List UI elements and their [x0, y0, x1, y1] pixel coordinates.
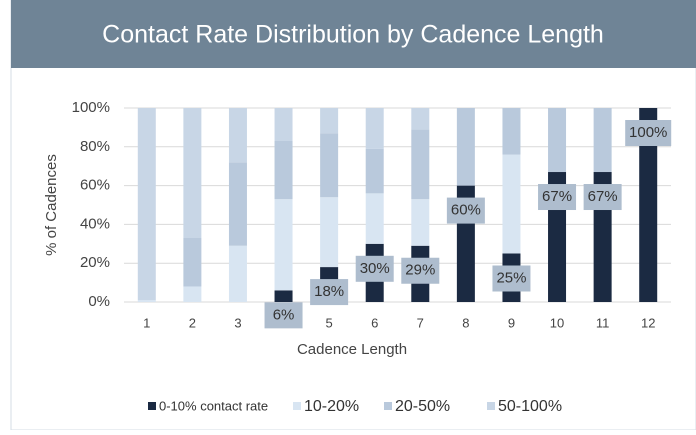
bar-segment — [593, 108, 612, 173]
bar-segment — [274, 199, 293, 291]
bar-segment — [137, 108, 156, 301]
data-label: 60% — [451, 202, 481, 219]
bar-segment — [274, 290, 293, 302]
data-label-box — [446, 197, 485, 224]
data-label-box — [401, 257, 440, 284]
y-tick-label: 40% — [80, 215, 110, 232]
bar-segment — [320, 197, 339, 268]
bar-segment — [228, 108, 247, 163]
x-tick-label: 9 — [508, 315, 515, 330]
data-label-box — [538, 184, 577, 211]
bar-segment — [228, 162, 247, 246]
x-tick-label: 3 — [234, 315, 241, 330]
data-label-box — [310, 279, 349, 306]
data-label: 30% — [360, 260, 390, 277]
title-banner — [11, 0, 696, 68]
chart-title: Contact Rate Distribution by Cadence Len… — [102, 21, 604, 49]
legend-swatch — [384, 402, 392, 410]
bar-segment — [365, 148, 384, 194]
bar-segment — [274, 108, 293, 141]
legend-label: 0-10% contact rate — [159, 398, 268, 413]
bar-segment — [411, 129, 430, 200]
x-tick-label: 2 — [189, 315, 196, 330]
y-tick-label: 0% — [88, 293, 110, 310]
legend-swatch — [148, 402, 156, 410]
bar-segment — [411, 199, 430, 246]
data-label-box — [264, 302, 303, 329]
legend-label: 20-50% — [395, 398, 450, 415]
data-label: 67% — [588, 188, 618, 205]
x-tick-label: 6 — [371, 315, 378, 330]
bar-segment — [502, 154, 521, 254]
y-tick-label: 20% — [80, 254, 110, 271]
y-tick-label: 60% — [80, 177, 110, 194]
data-label-box — [355, 255, 394, 282]
legend-swatch — [487, 402, 495, 410]
x-tick-label: 5 — [326, 315, 333, 330]
bar-segment — [502, 108, 521, 155]
legend-label: 10-20% — [304, 398, 359, 415]
bar-segment — [228, 245, 247, 302]
bar-segment — [183, 286, 202, 302]
bar-segment — [365, 193, 384, 244]
bar-segment — [320, 108, 339, 134]
x-tick-label: 1 — [143, 315, 150, 330]
panel — [10, 0, 696, 431]
bar-segment — [639, 108, 658, 302]
x-tick-label: 12 — [641, 315, 655, 330]
data-label: 100% — [629, 124, 667, 141]
bar-segment — [137, 300, 156, 302]
x-tick-label: 10 — [550, 315, 564, 330]
bar-segment — [365, 108, 384, 149]
data-label: 29% — [405, 262, 435, 279]
bar-segment — [411, 108, 430, 130]
data-label-box — [625, 120, 672, 146]
x-tick-label: 7 — [417, 315, 424, 330]
data-label: 67% — [542, 188, 572, 205]
x-axis-label: Cadence Length — [297, 341, 407, 358]
y-axis-label: % of Cadences — [43, 154, 60, 256]
x-tick-label: 8 — [462, 315, 469, 330]
y-tick-label: 100% — [72, 99, 110, 116]
data-label: 6% — [273, 306, 295, 323]
bar-segment — [320, 133, 339, 198]
bar-segment — [548, 108, 567, 173]
bar-segment — [183, 237, 202, 287]
y-tick-label: 80% — [80, 138, 110, 155]
bar-segment — [456, 108, 475, 186]
legend-label: 50-100% — [498, 398, 562, 415]
data-label-box — [583, 184, 622, 211]
legend-swatch — [293, 402, 301, 410]
data-label-box — [492, 265, 531, 292]
data-label: 18% — [314, 283, 344, 300]
data-label: 25% — [496, 269, 526, 286]
x-tick-label: 11 — [596, 315, 610, 330]
bar-segment — [274, 140, 293, 200]
bar-segment — [183, 108, 202, 238]
